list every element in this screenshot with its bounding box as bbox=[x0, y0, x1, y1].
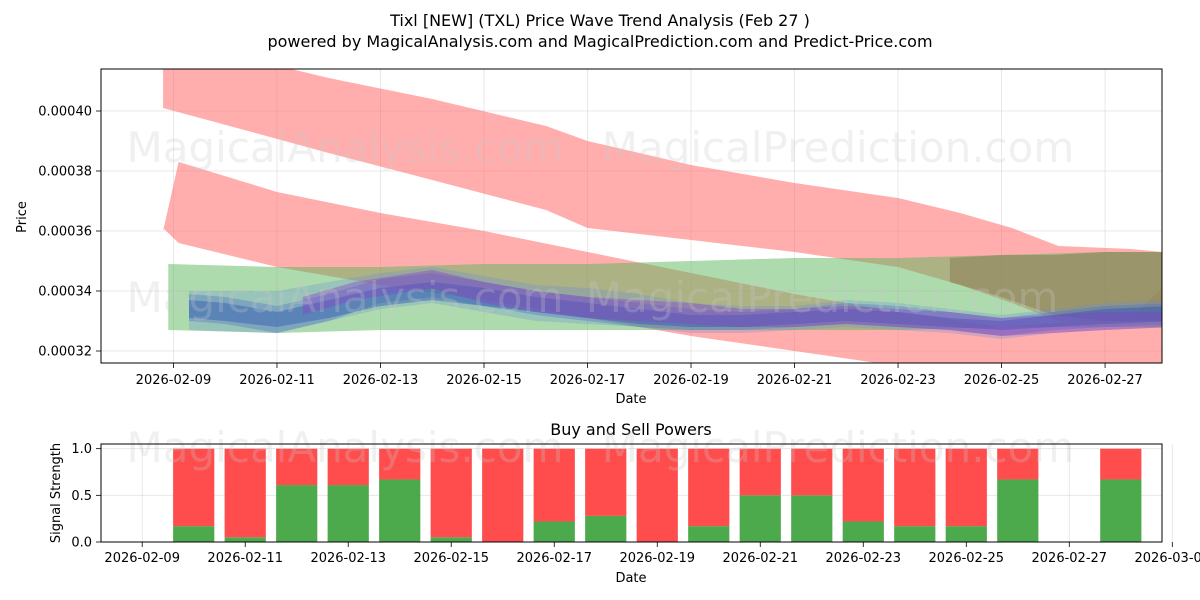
sell-bar bbox=[224, 448, 266, 538]
price-x-tick-label: 2026-02-09 bbox=[136, 373, 212, 388]
sell-bar bbox=[636, 448, 678, 542]
signal-bars bbox=[173, 448, 1142, 542]
signal-x-tick-label: 2026-02-17 bbox=[516, 551, 592, 566]
price-x-tick-label: 2026-02-17 bbox=[550, 373, 626, 388]
signal-x-tick-label: 2026-02-19 bbox=[619, 551, 695, 566]
sell-bar bbox=[688, 448, 730, 527]
sell-bar bbox=[379, 448, 421, 480]
buy-bar bbox=[173, 526, 215, 542]
buy-bar bbox=[894, 526, 936, 542]
sell-bar bbox=[945, 448, 987, 527]
green-band bbox=[168, 252, 1162, 333]
signal-x-tick-label: 2026-02-23 bbox=[825, 551, 901, 566]
watermark-price-mid-left: MagicalAnalysis.com bbox=[127, 273, 564, 322]
price-x-axis-label: Date bbox=[615, 392, 646, 407]
chart-title: Tixl [NEW] (TXL) Price Wave Trend Analys… bbox=[389, 11, 810, 30]
watermark-price-top-left: MagicalAnalysis.com bbox=[127, 123, 564, 172]
signal-x-tick-label: 2026-02-09 bbox=[104, 551, 180, 566]
price-y-axis: 0.00032 0.00034 0.00036 0.00038 0.00040 bbox=[38, 105, 101, 360]
blue-band-3 bbox=[189, 282, 1162, 330]
blue-band-2 bbox=[189, 273, 1162, 336]
signal-plot-frame bbox=[100, 443, 1163, 543]
price-bands bbox=[163, 69, 1162, 363]
price-x-tick-label: 2026-02-23 bbox=[860, 373, 936, 388]
signal-x-tick-label: 2026-02-13 bbox=[310, 551, 386, 566]
price-plot-frame bbox=[100, 68, 1163, 364]
blue-band-1 bbox=[189, 267, 1162, 339]
price-x-tick-label: 2026-02-15 bbox=[446, 373, 522, 388]
price-y-tick-label: 0.00040 bbox=[38, 105, 92, 120]
sell-bar bbox=[430, 448, 472, 538]
signal-chart-title: Buy and Sell Powers bbox=[550, 420, 712, 439]
signal-x-tick-label: 2026-02-27 bbox=[1032, 551, 1108, 566]
price-watermarks: MagicalAnalysis.com MagicalPrediction.co… bbox=[127, 123, 1075, 322]
signal-x-tick-label: 2026-02-11 bbox=[207, 551, 283, 566]
signal-x-tick-label: 2026-02-25 bbox=[929, 551, 1005, 566]
sell-bar bbox=[585, 448, 627, 516]
signal-y-tick-label: 0.5 bbox=[71, 489, 92, 504]
buy-bar bbox=[585, 515, 627, 542]
signal-y-axis-label: Signal Strength bbox=[49, 443, 64, 543]
sell-bar bbox=[482, 448, 524, 542]
price-y-tick-label: 0.00034 bbox=[38, 285, 92, 300]
buy-bar bbox=[533, 521, 575, 542]
price-x-tick-label: 2026-02-25 bbox=[964, 373, 1040, 388]
price-y-tick-label: 0.00032 bbox=[38, 345, 92, 360]
buy-bar bbox=[276, 485, 318, 542]
buy-bar bbox=[379, 479, 421, 542]
watermark-price-mid-right: MagicalPrediction.com bbox=[586, 273, 1059, 322]
buy-bar bbox=[1100, 479, 1142, 542]
buy-bar bbox=[945, 526, 987, 542]
olive-overlap-band bbox=[949, 252, 1162, 321]
buy-bar bbox=[791, 495, 833, 542]
price-x-tick-label: 2026-02-27 bbox=[1067, 373, 1143, 388]
price-x-tick-label: 2026-02-11 bbox=[239, 373, 315, 388]
price-y-axis-label: Price bbox=[15, 201, 30, 233]
sell-bar bbox=[533, 448, 575, 522]
watermark-signal-left: MagicalAnalysis.com bbox=[127, 423, 564, 472]
buy-bar bbox=[430, 537, 472, 542]
price-x-tick-label: 2026-02-21 bbox=[757, 373, 833, 388]
watermark-signal-right: MagicalPrediction.com bbox=[602, 423, 1075, 472]
buy-bar bbox=[842, 521, 884, 542]
signal-x-tick-label: 2026-02-15 bbox=[413, 551, 489, 566]
price-y-tick-label: 0.00038 bbox=[38, 165, 92, 180]
signal-chart: Buy and Sell Powers MagicalAnalysis.com … bbox=[49, 420, 1200, 586]
signal-x-tick-label: 2026-02-21 bbox=[722, 551, 798, 566]
signal-x-axis-label: Date bbox=[615, 571, 646, 586]
sell-bar bbox=[997, 448, 1039, 480]
buy-bar bbox=[739, 495, 781, 542]
price-x-tick-label: 2026-02-19 bbox=[653, 373, 729, 388]
sell-bar bbox=[842, 448, 884, 522]
sell-bar bbox=[1100, 448, 1142, 480]
signal-watermarks: MagicalAnalysis.com MagicalPrediction.co… bbox=[127, 423, 1075, 472]
price-x-axis: 2026-02-09 2026-02-11 2026-02-13 2026-02-15… bbox=[136, 363, 1143, 388]
sell-bar bbox=[791, 448, 833, 496]
buy-bar bbox=[688, 526, 730, 542]
signal-x-tick-label: 2026-03-01 bbox=[1135, 551, 1200, 566]
price-x-tick-label: 2026-02-13 bbox=[343, 373, 419, 388]
sell-bar bbox=[739, 448, 781, 496]
sell-bar bbox=[894, 448, 936, 527]
price-chart: MagicalAnalysis.com MagicalPrediction.co… bbox=[15, 68, 1163, 407]
signal-y-tick-label: 0.0 bbox=[71, 536, 92, 551]
sell-bar bbox=[173, 448, 215, 527]
signal-x-axis: 2026-02-09 2026-02-11 2026-02-13 2026-02-15… bbox=[104, 542, 1200, 566]
watermark-price-top-right: MagicalPrediction.com bbox=[602, 123, 1075, 172]
buy-bar bbox=[327, 485, 369, 542]
purple-band bbox=[302, 270, 1162, 336]
signal-y-axis: 0.0 0.5 1.0 bbox=[71, 442, 101, 551]
buy-bar bbox=[224, 537, 266, 542]
signal-y-tick-label: 1.0 bbox=[71, 442, 92, 457]
sell-bar bbox=[276, 448, 318, 486]
chart-subtitle: powered by MagicalAnalysis.com and Magic… bbox=[267, 32, 932, 51]
sell-bar bbox=[327, 448, 369, 486]
price-y-tick-label: 0.00036 bbox=[38, 225, 92, 240]
buy-bar bbox=[997, 479, 1039, 542]
